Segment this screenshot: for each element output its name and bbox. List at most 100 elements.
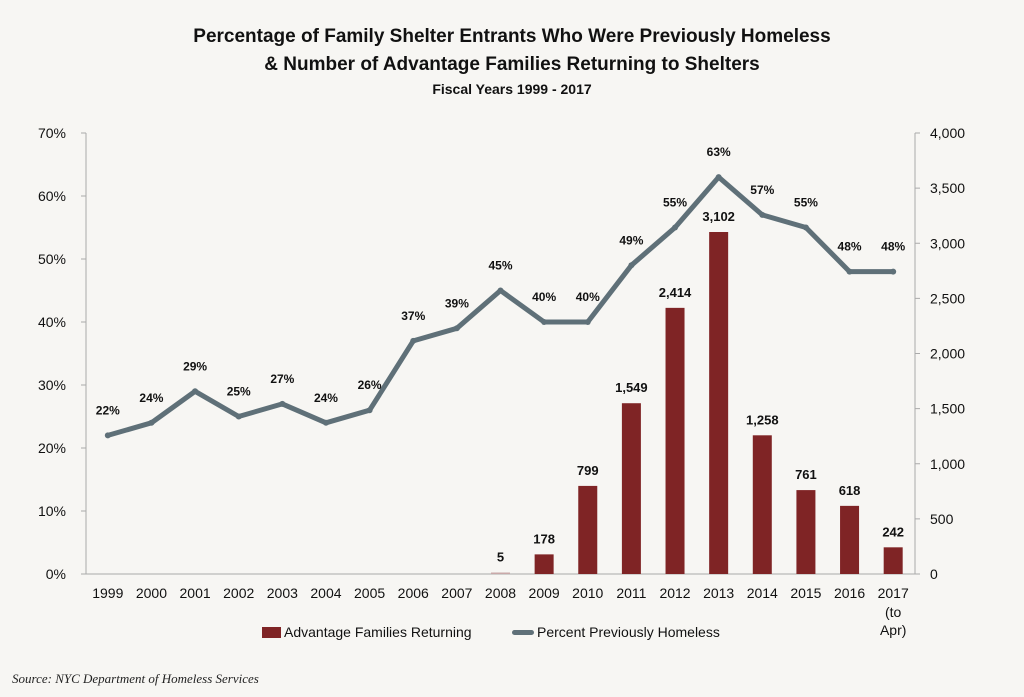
x-tick-label: 2011 xyxy=(616,585,646,601)
legend-label-bars: Advantage Families Returning xyxy=(284,624,472,640)
line-point xyxy=(802,224,809,231)
source-note: Source: NYC Department of Homeless Servi… xyxy=(12,671,259,686)
x-tick-label: 2012 xyxy=(659,585,690,601)
y-right-tick-label: 1,500 xyxy=(930,401,965,417)
x-tick-sublabel: Apr) xyxy=(880,622,906,638)
legend: Advantage Families Returning Percent Pre… xyxy=(0,624,1024,644)
bar xyxy=(752,435,772,574)
line-data-label: 63% xyxy=(707,145,731,159)
bar-data-label: 2,414 xyxy=(659,285,692,300)
line-data-label: 24% xyxy=(314,391,338,405)
x-tick-label: 1999 xyxy=(92,585,123,601)
x-tick-label: 2002 xyxy=(223,585,254,601)
bar-data-label: 178 xyxy=(533,531,555,546)
legend-item-bars: Advantage Families Returning xyxy=(262,624,472,640)
line-point xyxy=(366,407,373,414)
x-tick-label: 2007 xyxy=(441,585,472,601)
x-tick-label: 2017 xyxy=(878,585,909,601)
x-tick-label: 2008 xyxy=(485,585,516,601)
line-point xyxy=(628,262,635,269)
y-right-tick-label: 2,000 xyxy=(930,346,965,362)
line-data-label: 55% xyxy=(794,196,818,210)
line-data-label: 37% xyxy=(401,309,425,323)
y-right-tick-label: 4,000 xyxy=(930,125,965,141)
line-point xyxy=(541,319,548,325)
line-point xyxy=(672,224,679,231)
line-data-label: 48% xyxy=(838,240,862,254)
line-data-label: 40% xyxy=(576,290,600,304)
y-left-tick-label: 40% xyxy=(38,314,66,330)
bar xyxy=(665,307,685,574)
y-left-tick-label: 0% xyxy=(46,566,66,582)
bar xyxy=(491,572,510,574)
y-right-tick-label: 0 xyxy=(930,566,938,582)
x-tick-label: 2015 xyxy=(790,585,821,601)
line-point xyxy=(322,419,329,426)
line-data-label: 40% xyxy=(532,290,556,304)
line-data-label: 55% xyxy=(663,196,687,210)
line-point xyxy=(235,413,242,420)
bar xyxy=(534,554,554,574)
bar xyxy=(709,232,729,574)
line-point xyxy=(279,400,286,407)
bar-data-label: 618 xyxy=(839,483,861,498)
legend-swatch-line xyxy=(512,629,534,635)
bar-data-label: 799 xyxy=(577,463,599,478)
y-left-tick-label: 20% xyxy=(38,440,66,456)
x-tick-label: 2004 xyxy=(310,585,341,601)
y-left-tick-label: 70% xyxy=(38,125,66,141)
line-point xyxy=(715,174,722,181)
line-point xyxy=(148,419,155,426)
y-left-tick-label: 50% xyxy=(38,251,66,267)
x-tick-label: 2003 xyxy=(267,585,298,601)
y-right-tick-label: 1,000 xyxy=(930,456,965,472)
line-point xyxy=(497,287,504,294)
x-tick-label: 2010 xyxy=(572,585,603,601)
y-left-tick-label: 60% xyxy=(38,188,66,204)
line-point xyxy=(584,319,591,325)
x-tick-label: 2014 xyxy=(747,585,778,601)
y-right-tick-label: 500 xyxy=(930,511,954,527)
line-data-label: 25% xyxy=(227,385,251,399)
chart-subtitle: Fiscal Years 1999 - 2017 xyxy=(432,81,592,97)
bar xyxy=(621,403,641,574)
x-tick-label: 2000 xyxy=(136,585,167,601)
bar-data-label: 1,258 xyxy=(746,412,779,427)
y-right-tick-label: 3,500 xyxy=(930,180,965,196)
line-data-label: 29% xyxy=(183,359,207,373)
chart-title-line2: & Number of Advantage Families Returning… xyxy=(264,54,760,75)
bar-data-label: 3,102 xyxy=(702,209,735,224)
bar-data-label: 242 xyxy=(882,524,904,539)
bar-data-label: 761 xyxy=(795,467,817,482)
bar xyxy=(840,505,860,574)
line-data-label: 57% xyxy=(750,183,774,197)
line-point xyxy=(846,268,853,275)
line-data-label: 48% xyxy=(881,240,905,254)
line-point xyxy=(410,337,417,344)
line-point xyxy=(104,432,111,439)
x-tick-label: 2013 xyxy=(703,585,734,601)
x-tick-label: 2005 xyxy=(354,585,385,601)
chart-title: Percentage of Family Shelter Entrants Wh… xyxy=(193,26,831,47)
line-point xyxy=(192,388,199,395)
x-tick-label: 2006 xyxy=(398,585,429,601)
y-right-tick-label: 2,500 xyxy=(930,290,965,306)
line-data-label: 49% xyxy=(619,233,643,247)
x-tick-label: 2001 xyxy=(180,585,211,601)
y-left-tick-label: 30% xyxy=(38,377,66,393)
line-data-label: 27% xyxy=(270,372,294,386)
x-tick-sublabel: (to xyxy=(885,604,902,620)
x-tick-label: 2016 xyxy=(834,585,865,601)
legend-swatch-bar xyxy=(262,626,281,638)
line-data-label: 24% xyxy=(139,391,163,405)
y-left-tick-label: 10% xyxy=(38,503,66,519)
line-point xyxy=(890,268,897,275)
bar xyxy=(883,547,903,574)
x-tick-label: 2009 xyxy=(529,585,560,601)
bar xyxy=(796,490,816,574)
line-series xyxy=(105,174,896,438)
line-point xyxy=(759,211,766,218)
legend-label-line: Percent Previously Homeless xyxy=(537,624,720,640)
line-data-label: 26% xyxy=(358,378,382,392)
